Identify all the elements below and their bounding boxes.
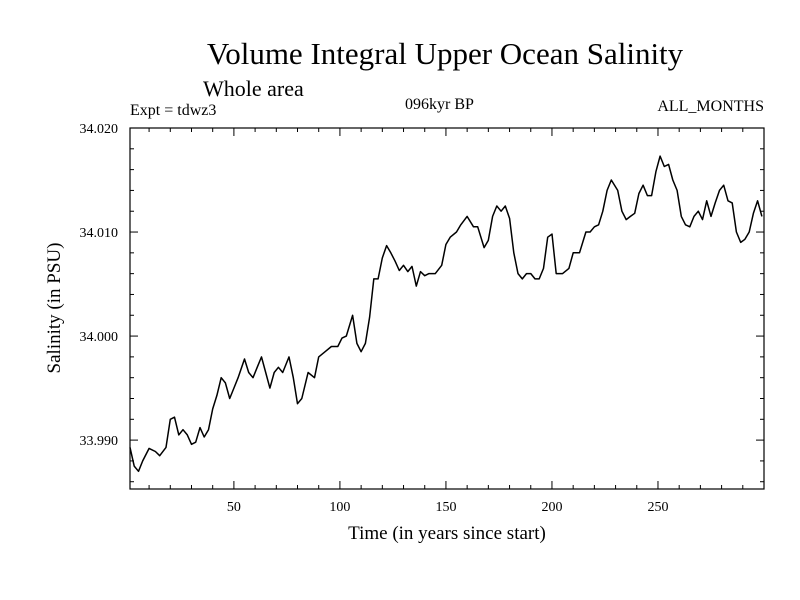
period-label: 096kyr BP [405,96,474,113]
experiment-label: Expt = tdwz3 [130,102,217,119]
plot-frame [129,127,765,490]
y-axis-label: Salinity (in PSU) [44,243,65,374]
y-tick-label: 34.010 [80,226,119,241]
x-tick-label: 100 [329,500,350,515]
y-tick-label: 34.000 [80,330,119,345]
y-tick-label: 34.020 [80,122,119,137]
chart-subtitle: Whole area [203,76,304,101]
series-line [129,155,763,473]
x-axis-label: Time (in years since start) [348,523,546,544]
chart-title: Volume Integral Upper Ocean Salinity [206,36,684,71]
x-tick-label: 150 [435,500,456,515]
tick-labels: 50 100 150 200 250 33.990 34.000 34.010 34.020 [80,122,669,515]
y-tick-label: 33.990 [80,434,119,449]
x-tick-label: 250 [647,500,668,515]
x-tick-label: 50 [227,500,241,515]
months-label: ALL_MONTHS [657,98,764,115]
tick-marks [130,127,764,489]
x-tick-label: 200 [541,500,562,515]
